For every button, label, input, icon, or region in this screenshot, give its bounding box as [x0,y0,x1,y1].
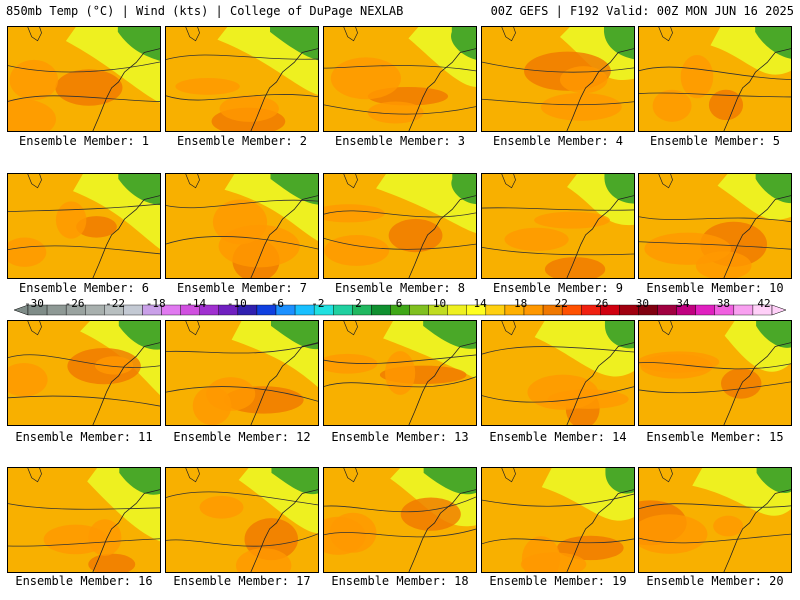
temperature-map [166,27,318,131]
temperature-map [482,321,634,425]
temperature-map [324,27,476,131]
ensemble-panel-17 [165,467,319,573]
panel-label: Ensemble Member: 3 [334,134,466,148]
ensemble-panel-9 [481,173,635,279]
panel-label: Ensemble Member: 7 [176,281,308,295]
temperature-map [8,321,160,425]
colorbar-tick-label: 42 [757,297,771,310]
temperature-map [166,321,318,425]
ensemble-panel-18 [323,467,477,573]
panel-label: Ensemble Member: 18 [331,574,469,588]
panel-label: Ensemble Member: 9 [492,281,624,295]
ensemble-panel-8 [323,173,477,279]
temperature-map [639,174,791,278]
temperature-map [639,27,791,131]
colorbar-tick-label: -18 [145,297,166,310]
ensemble-panel-15 [638,320,792,426]
colorbar-tick-label: -6 [270,297,284,310]
panel-label: Ensemble Member: 1 [18,134,150,148]
panel-label: Ensemble Member: 10 [646,281,784,295]
colorbar-tick-label: 14 [473,297,487,310]
panel-label: Ensemble Member: 4 [492,134,624,148]
panel-label: Ensemble Member: 6 [18,281,150,295]
colorbar-bin [371,304,391,316]
ensemble-panel-6 [7,173,161,279]
temperature-map [482,27,634,131]
panel-label: Ensemble Member: 8 [334,281,466,295]
colorbar-bin [123,304,143,316]
temperature-map [639,321,791,425]
temperature-map [166,468,318,572]
panel-label: Ensemble Member: 17 [173,574,311,588]
colorbar-tick-label: 10 [432,297,447,310]
temperature-map [324,468,476,572]
colorbar-bin [695,304,715,316]
colorbar-tick-label: 18 [514,297,528,310]
ensemble-panel-19 [481,467,635,573]
temperature-map [8,468,160,572]
colorbar-right-arrow [771,304,786,316]
chart-title: 850mb Temp (°C) | Wind (kts) | College o… [6,4,404,18]
colorbar-tick-label: 22 [554,297,568,310]
panel-label: Ensemble Member: 12 [173,430,311,444]
ensemble-panel-3 [323,26,477,132]
ensemble-panel-20 [638,467,792,573]
colorbar-tick-label: -14 [186,297,207,310]
panel-label: Ensemble Member: 13 [331,430,469,444]
colorbar-bin [733,304,754,316]
colorbar-bin [485,304,506,316]
ensemble-panel-2 [165,26,319,132]
temperature-map [639,468,791,572]
temperature-map [482,174,634,278]
colorbar-tick-label: -2 [311,297,325,310]
panel-label: Ensemble Member: 15 [646,430,784,444]
colorbar-tick-label: 6 [395,297,403,310]
ensemble-panel-14 [481,320,635,426]
colorbar-bin [85,304,105,316]
colorbar-tick-label: 38 [716,297,731,310]
colorbar-tick-label: -26 [64,297,85,310]
colorbar-bin [447,304,467,316]
ensemble-panel-1 [7,26,161,132]
colorbar-bin [333,304,353,316]
ensemble-panel-5 [638,26,792,132]
ensemble-panel-4 [481,26,635,132]
temperature-map [482,468,634,572]
ensemble-panel-12 [165,320,319,426]
colorbar-tick-label: 26 [595,297,609,310]
panel-label: Ensemble Member: 5 [649,134,781,148]
temperature-colorbar [14,304,786,316]
ensemble-panel-11 [7,320,161,426]
ensemble-panel-10 [638,173,792,279]
model-valid-time: 00Z GEFS | F192 Valid: 00Z MON JUN 16 20… [490,4,794,18]
temperature-map [166,174,318,278]
panel-label: Ensemble Member: 14 [489,430,627,444]
temperature-map [324,174,476,278]
colorbar-tick-label: -22 [105,297,126,310]
panel-label: Ensemble Member: 16 [15,574,153,588]
panel-label: Ensemble Member: 20 [646,574,784,588]
colorbar-tick-label: 34 [676,297,690,310]
colorbar-tick-label: -30 [24,297,44,310]
temperature-map [8,174,160,278]
colorbar-tick-label: 2 [355,297,362,310]
panel-label: Ensemble Member: 19 [489,574,627,588]
temperature-map [324,321,476,425]
ensemble-panel-7 [165,173,319,279]
temperature-map [8,27,160,131]
ensemble-panel-16 [7,467,161,573]
panel-label: Ensemble Member: 11 [15,430,153,444]
colorbar-bin [46,304,67,316]
colorbar-tick-label: -10 [226,297,247,310]
colorbar-bin [409,304,429,316]
ensemble-panel-13 [323,320,477,426]
colorbar-tick-label: 30 [635,297,649,310]
colorbar-bin [657,304,677,316]
panel-label: Ensemble Member: 2 [176,134,308,148]
